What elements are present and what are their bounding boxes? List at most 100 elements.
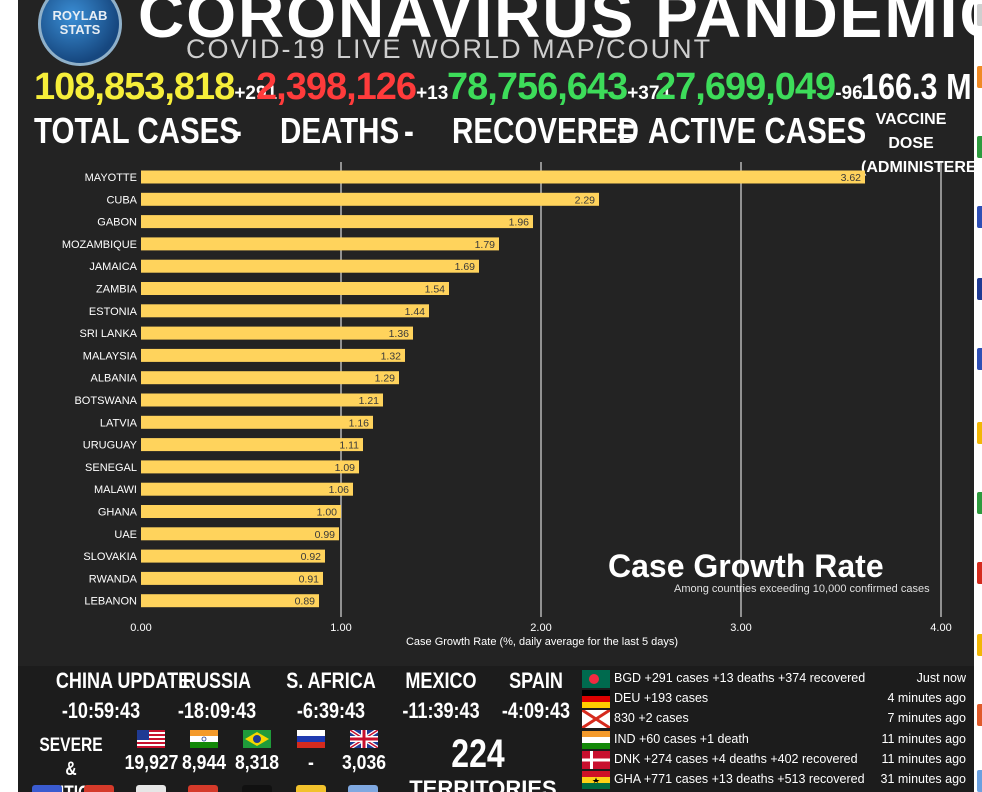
cut-off-flag-icon <box>977 770 982 792</box>
feed-time: Just now <box>916 671 966 685</box>
jersey-flag-icon <box>582 710 610 728</box>
bar <box>141 527 339 541</box>
timezone-name: S. AFRICA <box>286 668 376 693</box>
category-label: ESTONIA <box>89 306 138 318</box>
category-label: MALAWI <box>94 484 137 496</box>
page-subtitle: COVID-19 LIVE WORLD MAP/COUNT <box>186 34 713 64</box>
growth-rate-chart: MAYOTTE 3.62 CUBA 2.29 GABON 1.96 MOZAMBIQUE 1.… <box>62 162 952 648</box>
feed-item: DNK +274 cases +4 deaths +402 recovered … <box>582 751 966 770</box>
territories-label: TERRITORIES <box>409 776 557 792</box>
value-label: 3.62 <box>841 172 862 184</box>
roylab-logo: ROYLAB STATS <box>38 0 122 66</box>
x-tick-label: 0.00 <box>130 622 151 634</box>
logo-text-top: ROYLAB <box>52 8 108 23</box>
cut-off-flag-icon <box>977 704 982 726</box>
cut-off-flag-icon <box>84 785 114 792</box>
active-cases-label: ACTIVE CASES <box>648 110 867 151</box>
value-label: 1.11 <box>339 440 359 452</box>
bar <box>141 371 399 385</box>
feed-item: IND +60 cases +1 death 11 minutes ago <box>582 731 966 750</box>
recovered-delta: +374 <box>627 83 670 104</box>
feed-time: 7 minutes ago <box>887 711 966 725</box>
severe-brazil: 8,318 <box>227 730 287 775</box>
cut-off-flag-icon <box>977 492 982 514</box>
value-label: 0.89 <box>295 596 316 608</box>
vaccine-label-line1: VACCINE DOSE <box>875 111 947 152</box>
logo-text-bottom: STATS <box>59 22 101 37</box>
active-number: 27,699,049 <box>655 66 836 108</box>
severe-value: 8,318 <box>234 752 280 774</box>
category-label: CUBA <box>106 194 137 206</box>
timezone-time: -11:39:43 <box>402 698 480 723</box>
severe-russia: - <box>281 730 341 775</box>
bar <box>141 482 353 496</box>
category-label: LEBANON <box>84 596 137 608</box>
x-tick-label: 1.00 <box>330 622 351 634</box>
ghana-flag-icon <box>582 771 610 789</box>
total-cases-number: 108,853,818 <box>34 66 235 108</box>
cut-off-flag-icon <box>977 278 982 300</box>
territories-count: 224 <box>451 732 505 776</box>
dashboard-frame: ROYLAB STATS CORONAVIRUS PANDEMIC COVID-… <box>18 0 974 792</box>
usa-flag-icon <box>137 730 165 748</box>
severe-uk: 3,036 <box>334 730 394 775</box>
bar <box>141 326 413 340</box>
timezone-spain: SPAIN -4:09:43 <box>481 668 591 724</box>
feed-text: 830 +2 cases <box>614 711 689 725</box>
category-label: MOZAMBIQUE <box>62 239 137 251</box>
cut-off-flag-icon <box>296 785 326 792</box>
cut-off-flag-icon <box>977 634 982 656</box>
recovered-label: RECOVERED <box>452 110 639 151</box>
category-label: URUGUAY <box>83 440 138 452</box>
severe-india: 8,944 <box>174 730 234 775</box>
category-label: ZAMBIA <box>96 284 138 296</box>
bottom-panel <box>18 666 974 792</box>
total-cases-label: TOTAL CASES <box>34 110 240 151</box>
category-label: MALAYSIA <box>83 350 138 362</box>
vaccine-dose-value: 166.3 M <box>861 66 972 107</box>
value-label: 1.79 <box>475 239 496 251</box>
bar <box>141 549 325 563</box>
chart-subtitle: Among countries exceeding 10,000 confirm… <box>674 583 930 595</box>
value-label: 0.99 <box>315 529 336 541</box>
severe-usa: 19,927 <box>121 730 181 775</box>
severe-value: 3,036 <box>341 752 387 774</box>
category-label: JAMAICA <box>89 261 137 273</box>
minus-sign-2: - <box>404 110 414 151</box>
denmark-flag-icon <box>582 751 610 769</box>
value-label: 1.32 <box>381 350 402 362</box>
cut-off-flag-icon <box>32 785 62 792</box>
bar <box>141 215 533 229</box>
timezone-south-africa: S. AFRICA -6:39:43 <box>276 668 386 724</box>
feed-item: DEU +193 cases 4 minutes ago <box>582 690 966 709</box>
vaccine-dose-label: VACCINE DOSE (ADMINISTERED) <box>861 108 974 180</box>
feed-time: 11 minutes ago <box>881 752 966 766</box>
severe-label-line2: CRITICAL <box>37 782 110 792</box>
timezone-time: -18:09:43 <box>177 698 257 723</box>
value-label: 1.44 <box>405 306 426 318</box>
x-tick-label: 2.00 <box>530 622 551 634</box>
feed-time: 11 minutes ago <box>881 732 966 746</box>
cut-off-flag-icon <box>242 785 272 792</box>
russia-flag-icon <box>297 730 325 748</box>
brazil-flag-icon <box>243 730 271 748</box>
category-label: SENEGAL <box>85 462 137 474</box>
cut-off-flag-icon <box>977 422 982 444</box>
timezone-russia: RUSSIA -18:09:43 <box>162 668 272 724</box>
timezone-name: SPAIN <box>509 668 563 693</box>
timezone-name: RUSSIA <box>182 668 252 693</box>
bar <box>141 393 383 407</box>
deaths-delta: +13 <box>416 83 449 104</box>
bar <box>141 571 323 585</box>
bangladesh-flag-icon <box>582 670 610 688</box>
value-label: 0.92 <box>301 551 322 563</box>
feed-text: GHA +771 cases +13 deaths +513 recovered <box>614 772 865 786</box>
bar <box>141 438 363 452</box>
category-label: UAE <box>114 529 137 541</box>
cut-off-flag-icon <box>977 136 982 158</box>
value-label: 1.06 <box>329 484 350 496</box>
bar <box>141 259 479 273</box>
category-label: ALBANIA <box>91 373 138 385</box>
active-value: 27,699,049-96 <box>655 66 863 109</box>
timezone-time: -4:09:43 <box>501 698 571 723</box>
